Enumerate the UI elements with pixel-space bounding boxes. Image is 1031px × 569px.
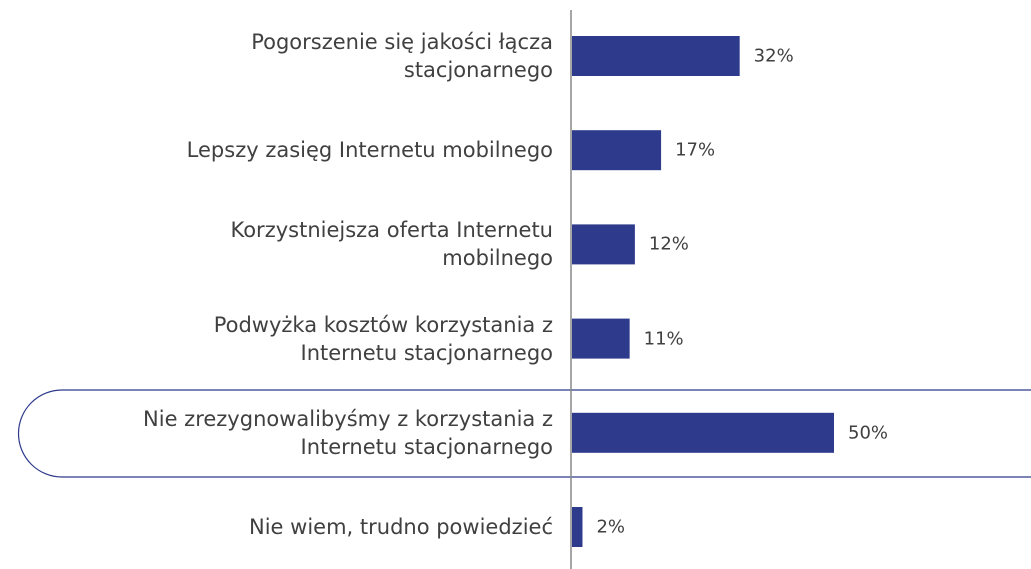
category-label: Pogorszenie się jakości łącza stacjonarn… xyxy=(251,30,553,82)
highlight-outline xyxy=(17,389,1031,478)
category-label: Nie zrezygnowalibyśmy z korzystania z In… xyxy=(143,406,553,459)
category-label: Podwyżka kosztów korzystania z Internetu… xyxy=(213,312,553,365)
value-label: 32% xyxy=(753,45,794,67)
bar xyxy=(572,412,834,453)
value-label: 50% xyxy=(848,422,889,444)
bar xyxy=(572,130,662,171)
value-label: 17% xyxy=(675,139,716,161)
category-label: Lepszy zasięg Internetu mobilnego xyxy=(186,138,553,163)
bar xyxy=(572,36,740,76)
value-label: 2% xyxy=(596,516,626,538)
value-label: 11% xyxy=(643,328,684,350)
category-label: Nie wiem, trudno powiedzieć xyxy=(249,515,553,539)
category-label: Korzystniejsza oferta Internetu mobilneg… xyxy=(230,218,553,271)
value-label: 12% xyxy=(648,233,689,255)
bar xyxy=(572,318,630,359)
bar xyxy=(572,224,635,265)
bar xyxy=(572,507,583,547)
